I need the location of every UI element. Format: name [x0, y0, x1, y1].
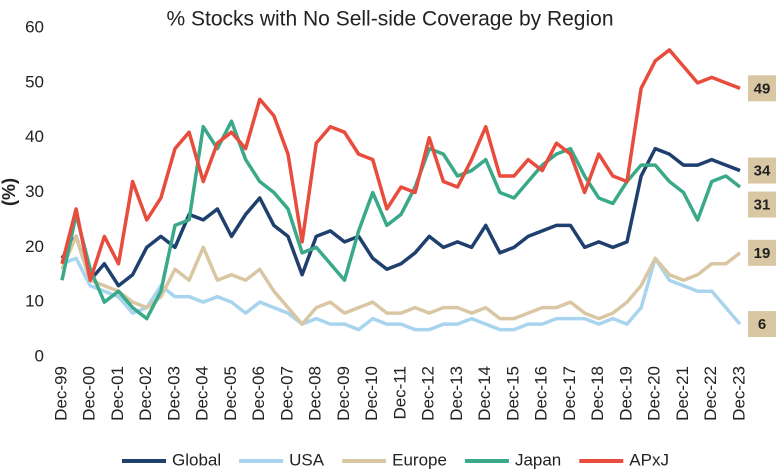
- x-tick-label: Dec-07: [277, 366, 296, 421]
- x-tick-label: Dec-10: [362, 366, 381, 421]
- end-label-box: [748, 191, 776, 218]
- x-tick-label: Dec-06: [249, 366, 268, 421]
- x-tick-label: Dec-22: [701, 366, 720, 421]
- end-label: 6: [758, 316, 766, 333]
- x-tick-label: Dec-00: [80, 366, 99, 421]
- line-series: [60, 146, 741, 288]
- x-tick-label: Dec-20: [645, 366, 664, 421]
- x-tick-label: Dec-14: [475, 366, 494, 421]
- chart-title: % Stocks with No Sell-side Coverage by R…: [166, 8, 613, 31]
- x-tick-label: Dec-18: [588, 366, 607, 421]
- y-tick-label: 10: [25, 292, 44, 311]
- x-tick-label: Dec-13: [447, 366, 466, 421]
- x-tick-label: Dec-02: [136, 366, 155, 421]
- x-tick-label: Dec-21: [673, 366, 692, 421]
- end-label-box: [748, 239, 776, 266]
- end-label: 34: [754, 163, 771, 180]
- x-tick-label: Dec-15: [503, 366, 522, 421]
- y-axis-label: (%): [0, 178, 19, 206]
- x-tick-label: Dec-01: [108, 366, 127, 421]
- y-tick-label: 30: [25, 182, 44, 201]
- y-tick-label: 40: [25, 127, 44, 146]
- y-tick-label: 20: [25, 237, 44, 256]
- x-tick-label: Dec-12: [419, 366, 438, 421]
- x-tick-label: Dec-11: [390, 366, 409, 420]
- end-label-box: [748, 75, 776, 102]
- legend-label: Europe: [392, 450, 447, 469]
- x-tick-label: Dec-23: [729, 366, 748, 421]
- x-tick-label: Dec-08: [306, 366, 325, 421]
- legend-label: Global: [172, 450, 221, 469]
- end-label: 31: [754, 197, 771, 214]
- line-series: [60, 234, 742, 326]
- x-tick-label: Dec-16: [532, 366, 551, 421]
- x-tick-label: Dec-09: [334, 366, 353, 421]
- legend-label: APxJ: [629, 450, 669, 469]
- legend-label: Japan: [515, 450, 561, 469]
- x-tick-label: Dec-19: [616, 366, 635, 421]
- x-tick-label: Dec-17: [560, 366, 579, 421]
- end-label: 19: [754, 245, 771, 262]
- line-series: [60, 48, 741, 282]
- y-tick-label: 0: [35, 346, 44, 365]
- x-tick-label: Dec-05: [221, 366, 240, 421]
- x-tick-label: Dec-04: [193, 366, 212, 421]
- y-tick-label: 60: [25, 17, 44, 36]
- end-label: 49: [754, 80, 771, 97]
- y-tick-label: 50: [25, 72, 44, 91]
- legend-label: USA: [289, 450, 325, 469]
- x-tick-label: Dec-99: [51, 366, 70, 421]
- end-label-box: [748, 311, 776, 338]
- end-label-box: [748, 157, 776, 184]
- line-series: [61, 256, 742, 332]
- x-tick-label: Dec-03: [164, 366, 183, 421]
